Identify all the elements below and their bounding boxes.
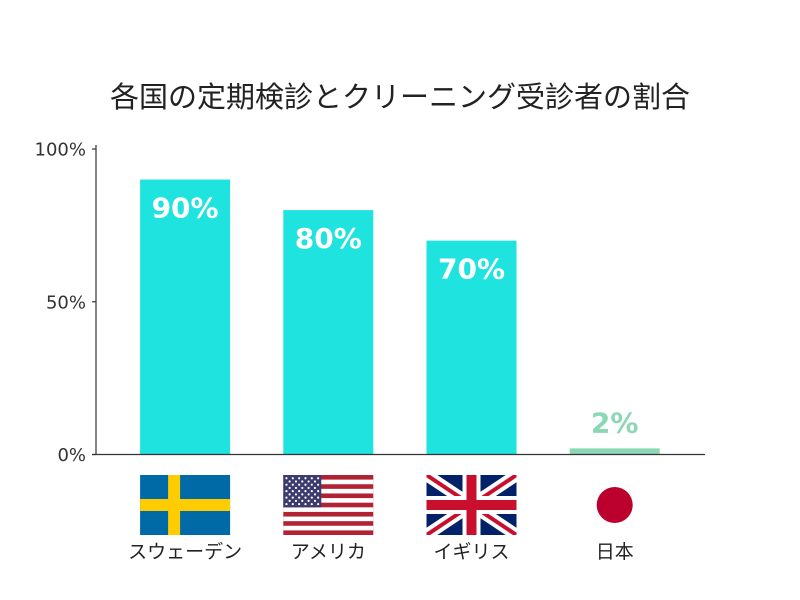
- flag-star: [301, 493, 304, 496]
- y-tick-label: 50%: [46, 292, 86, 313]
- flag-star: [298, 477, 301, 480]
- japan-flag-icon: [569, 475, 660, 535]
- usa-flag-icon: [283, 475, 374, 535]
- category-flags: [140, 475, 660, 535]
- flag-star: [317, 502, 320, 506]
- flag-stripe: [283, 516, 374, 522]
- flag-star: [310, 477, 313, 480]
- flag-star: [310, 490, 313, 493]
- flag-star: [285, 477, 288, 480]
- category-label-sweden: スウェーデン: [128, 541, 242, 563]
- flag-star: [294, 480, 298, 483]
- flag-star: [291, 490, 294, 493]
- flag-star: [304, 477, 307, 480]
- flag-star: [288, 486, 291, 490]
- flag-star: [317, 490, 320, 493]
- flag-star: [298, 502, 301, 506]
- flag-star: [285, 496, 288, 499]
- category-label-usa: アメリカ: [291, 541, 366, 563]
- flag-star: [301, 480, 304, 483]
- value-label-usa: 80%: [295, 222, 362, 255]
- flag-star: [310, 502, 313, 506]
- value-labels: 90% 80% 70% 2%: [152, 192, 639, 440]
- flag-star: [313, 486, 317, 490]
- flag-stripe: [283, 507, 374, 512]
- flag-star: [291, 483, 294, 486]
- flag-star: [298, 490, 301, 493]
- y-tick-label: 0%: [57, 445, 86, 466]
- value-label-sweden: 90%: [152, 192, 219, 225]
- flag-star: [288, 480, 291, 483]
- flag-star: [307, 486, 310, 490]
- flag-star: [304, 496, 307, 499]
- flag-star: [301, 499, 304, 502]
- y-axis: 0% 50% 100%: [35, 140, 97, 466]
- flag-star: [294, 486, 298, 490]
- flag-star: [291, 477, 294, 480]
- flag-star: [313, 499, 317, 502]
- value-label-japan: 2%: [591, 406, 639, 439]
- flag-star: [304, 490, 307, 493]
- flag-star: [317, 496, 320, 499]
- flag-star: [310, 483, 313, 486]
- flag-star: [313, 493, 317, 496]
- flag-stripe: [283, 525, 374, 531]
- flag-star: [288, 493, 291, 496]
- flag-star: [294, 499, 298, 502]
- flag-star: [317, 477, 320, 480]
- flag-star: [288, 499, 291, 502]
- flag-star: [307, 499, 310, 502]
- bars: [140, 179, 660, 455]
- flag-star: [298, 496, 301, 499]
- chart-title: 各国の定期検診とクリーニング受診者の割合: [110, 80, 690, 114]
- flag-stripe: [283, 498, 374, 503]
- flag-star: [304, 483, 307, 486]
- bar-usa: [283, 210, 374, 455]
- sweden-flag-icon: [140, 475, 231, 535]
- flag-star: [307, 493, 310, 496]
- flag-stripe: [283, 479, 374, 485]
- flag-stripe: [283, 488, 374, 494]
- flag-star: [310, 496, 313, 499]
- flag-star: [285, 483, 288, 486]
- flag-star: [317, 483, 320, 486]
- flag-star: [304, 502, 307, 506]
- category-label-uk: イギリス: [433, 541, 509, 563]
- uk-flag-icon: [426, 475, 517, 535]
- flag-star: [291, 502, 294, 506]
- category-labels: スウェーデン アメリカ イギリス 日本: [128, 541, 634, 563]
- flag-star: [298, 483, 301, 486]
- flag-star: [291, 496, 294, 499]
- bar-uk: [426, 240, 517, 455]
- flag-star: [307, 480, 310, 483]
- flag-star: [294, 493, 298, 496]
- flag-star: [285, 502, 288, 506]
- flag-star: [313, 480, 317, 483]
- flag-star: [285, 490, 288, 493]
- flag-star: [301, 486, 304, 490]
- bar-sweden: [140, 179, 231, 455]
- category-label-japan: 日本: [596, 541, 634, 563]
- value-label-uk: 70%: [438, 253, 505, 286]
- y-tick-label: 100%: [35, 140, 86, 161]
- bar-japan: [569, 448, 660, 455]
